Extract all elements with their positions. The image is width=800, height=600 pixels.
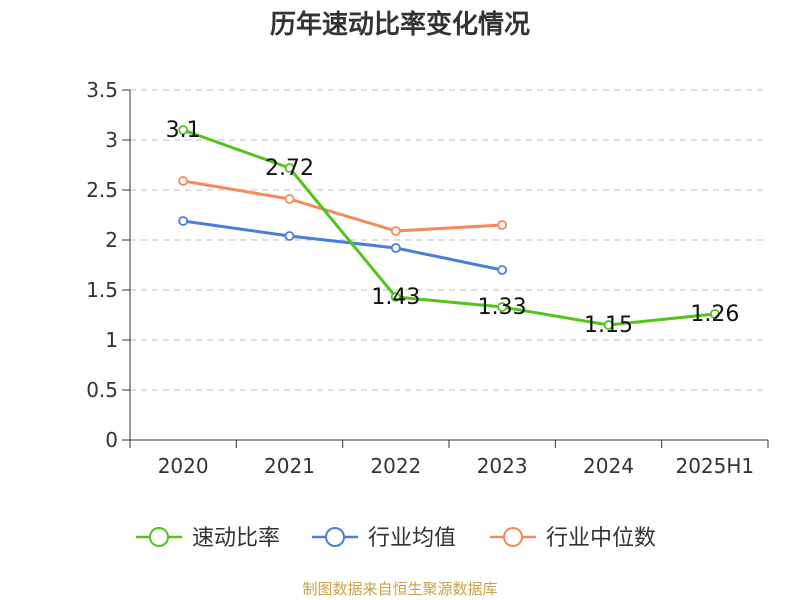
series-line-2 xyxy=(182,179,503,233)
data-point xyxy=(284,163,295,173)
data-label: 2.72 xyxy=(265,156,314,181)
data-label: 1.26 xyxy=(690,302,739,327)
data-point xyxy=(497,265,508,275)
data-label: 1.43 xyxy=(371,285,420,310)
data-point xyxy=(390,226,401,236)
legend-marker xyxy=(325,527,345,547)
y-tick-label: 0.5 xyxy=(86,378,118,402)
series-line-1 xyxy=(182,219,503,272)
data-label: 3.1 xyxy=(166,118,201,143)
data-labels: 3.1 2.72 1.43 1.33 1.15 1.26 xyxy=(166,118,740,338)
series-group xyxy=(178,125,720,330)
series-line-0 xyxy=(182,128,715,327)
data-point xyxy=(709,309,720,319)
data-point xyxy=(178,216,189,226)
x-tick-label: 2024 xyxy=(583,454,634,478)
y-tick-label: 3 xyxy=(105,128,118,152)
y-tick-label: 1 xyxy=(105,328,118,352)
y-tick-label: 2 xyxy=(105,228,118,252)
source-note: 制图数据来自恒生聚源数据库 xyxy=(302,580,497,598)
legend: 速动比率 行业均值 行业中位数 xyxy=(136,526,656,551)
x-tick-label: 2022 xyxy=(370,454,421,478)
y-tick-label: 3.5 xyxy=(86,78,118,102)
x-tick-label: 2021 xyxy=(264,454,315,478)
x-tick-label: 2023 xyxy=(477,454,528,478)
data-point xyxy=(178,176,189,186)
legend-marker xyxy=(149,527,169,547)
x-tick-label: 2020 xyxy=(158,454,209,478)
y-tick-label: 1.5 xyxy=(86,278,118,302)
legend-label: 行业均值 xyxy=(368,526,456,551)
data-point xyxy=(603,320,614,330)
data-label: 1.15 xyxy=(584,313,633,338)
y-tick-label: 2.5 xyxy=(86,178,118,202)
grid-lines xyxy=(130,89,768,391)
data-point xyxy=(497,302,508,312)
data-point xyxy=(178,125,189,135)
data-point xyxy=(284,231,295,241)
chart-title: 历年速动比率变化情况 xyxy=(270,9,530,40)
data-point xyxy=(390,243,401,253)
data-point xyxy=(284,194,295,204)
y-tick-label: 0 xyxy=(105,428,118,452)
legend-marker xyxy=(503,527,523,547)
axes: 0 0.5 1 1.5 2 2.5 3 3.5 2020 2021 2022 2023 2024 2025… xyxy=(86,78,769,478)
legend-label: 行业中位数 xyxy=(546,526,656,551)
data-point xyxy=(497,220,508,230)
legend-label: 速动比率 xyxy=(192,526,280,551)
data-label: 1.33 xyxy=(478,295,527,320)
x-tick-label: 2025H1 xyxy=(675,454,754,478)
data-point xyxy=(390,292,401,302)
